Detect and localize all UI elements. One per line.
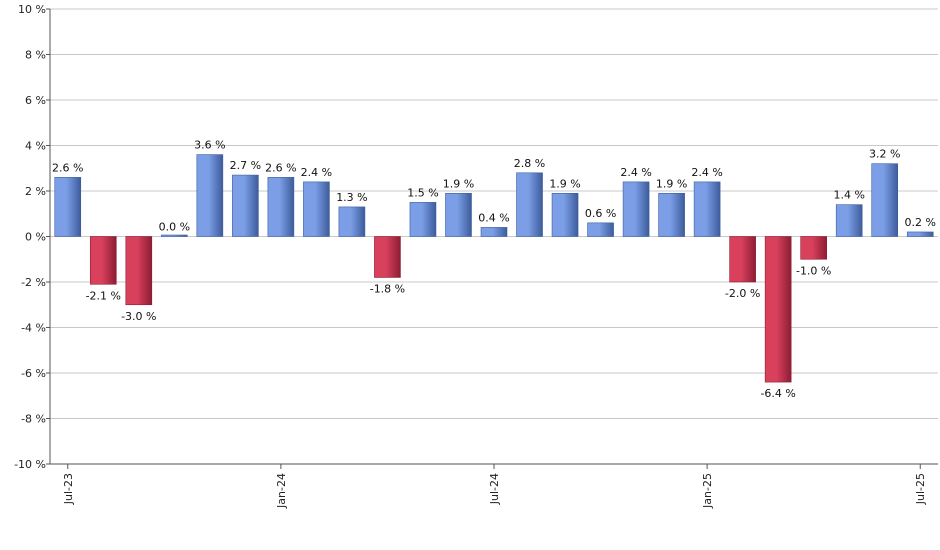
bar-May-24: [409, 202, 437, 237]
data-label-May-25: 1.4 %: [833, 189, 864, 202]
data-label-Dec-24: 1.9 %: [656, 177, 687, 190]
data-label-Oct-24: 0.6 %: [585, 207, 616, 220]
data-label-Apr-25: -1.0 %: [796, 264, 831, 277]
data-label-Jun-24: 1.9 %: [443, 177, 474, 190]
y-tick-label: 8 %: [25, 49, 46, 62]
bar-Jan-25: [693, 181, 721, 237]
x-tick-label: Jan-25: [701, 473, 714, 509]
y-axis-ticks: 10 % 8 % 6 % 4 % 2 % 0 % -2 % -4 % -6 % -8 % -10 %: [14, 3, 50, 471]
data-label-Sep-23: -3.0 %: [121, 310, 156, 323]
axes: [49, 9, 938, 465]
bar-Apr-24: [374, 236, 401, 278]
bars: [54, 154, 934, 383]
data-label-Feb-25: -2.0 %: [725, 287, 760, 300]
data-label-Nov-23: 3.6 %: [194, 139, 225, 152]
bar-Dec-24: [658, 192, 685, 237]
bar-Jan-24: [267, 177, 295, 237]
bar-Feb-24: [303, 181, 330, 237]
bar-Sep-24: [551, 192, 579, 237]
bar-Oct-23: [161, 234, 188, 237]
y-tick-label: 0 %: [25, 231, 46, 244]
x-tick-label: Jul-23: [62, 473, 75, 505]
data-label-Nov-24: 2.4 %: [620, 166, 651, 179]
data-label-Jul-25: 0.2 %: [905, 216, 936, 229]
data-label-Aug-24: 2.8 %: [514, 157, 545, 170]
data-label-Oct-23: 0.0 %: [159, 221, 190, 234]
data-label-Jan-24: 2.6 %: [265, 161, 296, 174]
y-tick-label: 2 %: [25, 185, 46, 198]
data-label-Dec-23: 2.7 %: [230, 159, 261, 172]
y-tick-label: -8 %: [21, 413, 46, 426]
data-label-Jul-24: 0.4 %: [478, 211, 509, 224]
bar-Jul-23: [54, 177, 82, 237]
bar-Feb-25: [729, 236, 756, 283]
data-label-May-24: 1.5 %: [407, 186, 438, 199]
bar-May-25: [835, 204, 863, 237]
bar-Dec-23: [232, 174, 259, 237]
bar-Nov-24: [622, 181, 650, 237]
x-tick-label: Jul-25: [914, 473, 927, 505]
x-tick-label: Jan-24: [275, 473, 288, 509]
bar-Mar-25: [764, 236, 792, 383]
data-label-Aug-23: -2.1 %: [86, 289, 121, 302]
data-label-Jan-25: 2.4 %: [691, 166, 722, 179]
y-tick-label: 10 %: [18, 3, 46, 16]
y-tick-label: -6 %: [21, 367, 46, 380]
bar-Oct-24: [587, 222, 614, 237]
y-tick-label: 6 %: [25, 94, 46, 107]
bar-Nov-23: [196, 154, 224, 237]
data-label-Feb-24: 2.4 %: [301, 166, 332, 179]
bar-Apr-25: [800, 236, 827, 260]
bar-Jun-25: [871, 163, 899, 237]
y-tick-label: -4 %: [21, 322, 46, 335]
bar-Jul-24: [480, 227, 508, 237]
data-label-Sep-24: 1.9 %: [549, 177, 580, 190]
bar-Mar-24: [338, 206, 366, 237]
bar-Sep-23: [125, 236, 153, 306]
data-label-Mar-25: -6.4 %: [760, 387, 795, 400]
data-label-Jun-25: 3.2 %: [869, 148, 900, 161]
data-label-Jul-23: 2.6 %: [52, 161, 83, 174]
bar-Aug-24: [516, 172, 543, 237]
y-tick-label: -10 %: [14, 458, 46, 471]
x-tick-label: Jul-24: [488, 473, 501, 505]
x-axis-ticks: Jul-23 Jan-24 Jul-24 Jan-25 Jul-25: [62, 464, 927, 509]
y-tick-label: 4 %: [25, 140, 46, 153]
data-label-Mar-24: 1.3 %: [336, 191, 367, 204]
data-label-Apr-24: -1.8 %: [370, 282, 405, 295]
bar-Jun-24: [445, 192, 472, 237]
bar-Aug-23: [89, 236, 117, 285]
y-tick-label: -2 %: [21, 276, 46, 289]
data-labels: 2.6 % -2.1 %-3.0 % 0.0 % 3.6 % 2.7 % 2.6 % 2.4…: [52, 139, 936, 401]
bar-Jul-25: [906, 231, 934, 237]
